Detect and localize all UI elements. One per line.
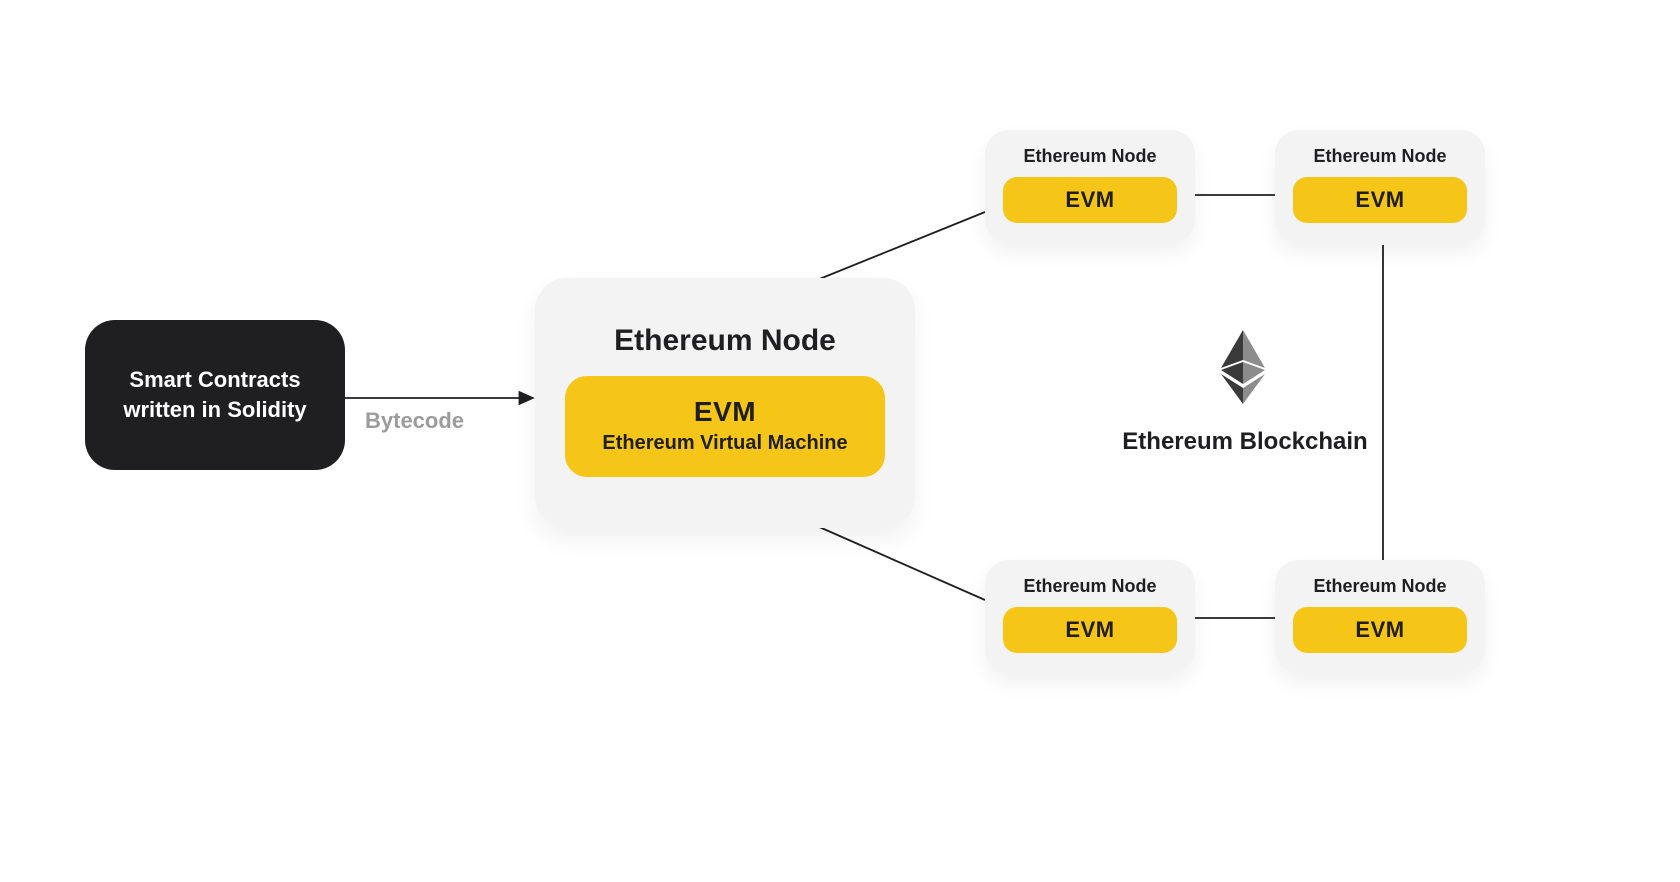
small-node-title: Ethereum Node bbox=[1313, 576, 1446, 597]
evm-label: EVM bbox=[585, 396, 865, 428]
blockchain-label: Ethereum Blockchain bbox=[1115, 428, 1375, 456]
ethereum-node-small: Ethereum Node EVM bbox=[1275, 130, 1485, 243]
smart-contracts-box: Smart Contracts written in Solidity bbox=[85, 320, 345, 470]
main-ethereum-node: Ethereum Node EVM Ethereum Virtual Machi… bbox=[535, 278, 915, 528]
smart-contracts-line1: Smart Contracts bbox=[129, 365, 300, 395]
evm-pill: EVM bbox=[1293, 177, 1467, 223]
evm-pill: EVM bbox=[1003, 177, 1177, 223]
evm-pill: EVM bbox=[1293, 607, 1467, 653]
ethereum-node-small: Ethereum Node EVM bbox=[985, 560, 1195, 673]
main-node-title: Ethereum Node bbox=[614, 324, 836, 358]
small-node-title: Ethereum Node bbox=[1023, 576, 1156, 597]
small-node-title: Ethereum Node bbox=[1023, 146, 1156, 167]
ethereum-node-small: Ethereum Node EVM bbox=[985, 130, 1195, 243]
ethereum-node-small: Ethereum Node EVM bbox=[1275, 560, 1485, 673]
small-node-title: Ethereum Node bbox=[1313, 146, 1446, 167]
evm-pill: EVM bbox=[1003, 607, 1177, 653]
evm-box: EVM Ethereum Virtual Machine bbox=[565, 376, 885, 477]
ethereum-icon bbox=[1220, 330, 1266, 404]
bytecode-label: Bytecode bbox=[365, 408, 464, 434]
evm-sublabel: Ethereum Virtual Machine bbox=[585, 432, 865, 455]
smart-contracts-line2: written in Solidity bbox=[123, 395, 306, 425]
